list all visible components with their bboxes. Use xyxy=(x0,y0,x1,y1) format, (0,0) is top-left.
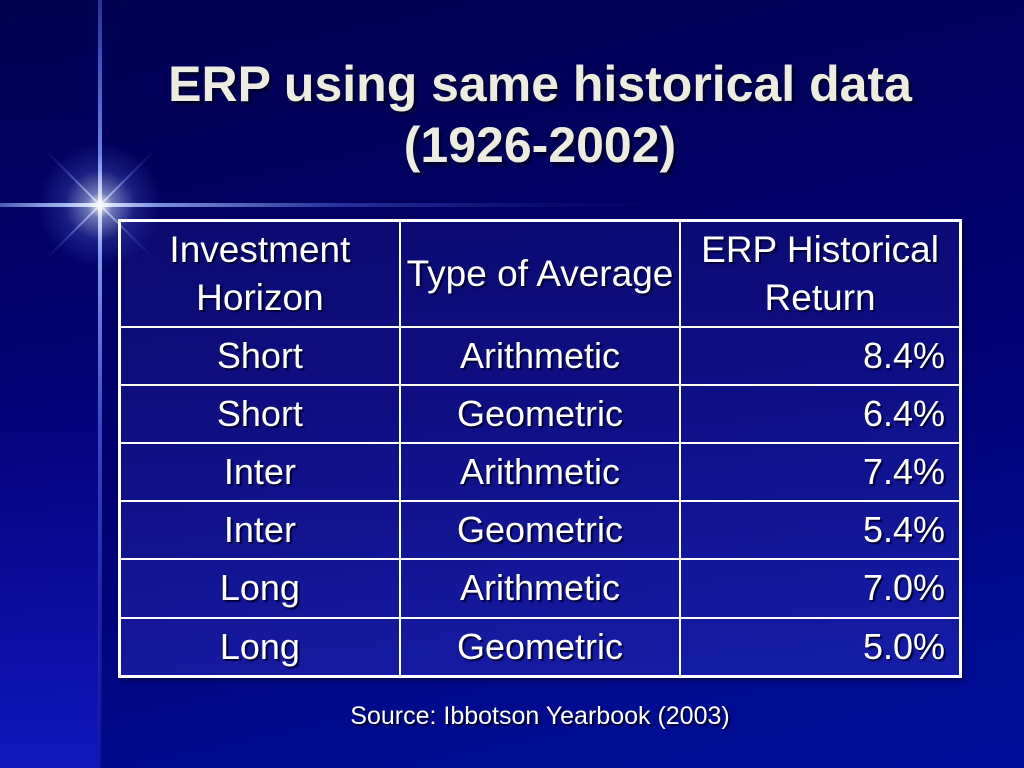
cell-return: 7.0% xyxy=(679,558,962,619)
horizontal-flare-line xyxy=(0,203,660,207)
cell-horizon: Inter xyxy=(118,500,401,561)
table-header-row: Investment Horizon Type of Average ERP H… xyxy=(118,219,962,328)
table-row: Long Geometric 5.0% xyxy=(118,616,962,678)
cell-horizon: Short xyxy=(118,325,401,386)
slide-title-line1: ERP using same historical data xyxy=(168,56,912,112)
source-citation: Source: Ibbotson Yearbook (2003) xyxy=(350,702,730,730)
cell-horizon: Inter xyxy=(118,441,401,503)
cell-return: 5.4% xyxy=(679,500,962,561)
header-erp-historical-return: ERP Historical Return xyxy=(679,219,962,328)
header-type-of-average: Type of Average xyxy=(398,219,682,328)
cell-return: 5.0% xyxy=(679,616,962,678)
cell-average: Arithmetic xyxy=(398,441,682,503)
cell-return: 8.4% xyxy=(679,325,962,386)
cell-return: 6.4% xyxy=(679,383,962,444)
table-row: Long Arithmetic 7.0% xyxy=(118,558,962,619)
cell-average: Arithmetic xyxy=(398,558,682,619)
vertical-flare-line xyxy=(98,0,102,768)
erp-data-table: Investment Horizon Type of Average ERP H… xyxy=(118,219,962,678)
table-row: Inter Geometric 5.4% xyxy=(118,500,962,561)
slide-title: ERP using same historical data (1926-200… xyxy=(100,54,980,176)
table-row: Inter Arithmetic 7.4% xyxy=(118,441,962,503)
cell-horizon: Long xyxy=(118,558,401,619)
slide-title-line2: (1926-2002) xyxy=(403,117,677,173)
cell-average: Geometric xyxy=(398,383,682,444)
cell-average: Geometric xyxy=(398,616,682,678)
cell-average: Arithmetic xyxy=(398,325,682,386)
left-gradient-band xyxy=(0,0,100,768)
cell-horizon: Long xyxy=(118,616,401,678)
cell-average: Geometric xyxy=(398,500,682,561)
table-row: Short Geometric 6.4% xyxy=(118,383,962,444)
header-investment-horizon: Investment Horizon xyxy=(118,219,401,328)
table-row: Short Arithmetic 8.4% xyxy=(118,325,962,386)
cell-return: 7.4% xyxy=(679,441,962,503)
cell-horizon: Short xyxy=(118,383,401,444)
